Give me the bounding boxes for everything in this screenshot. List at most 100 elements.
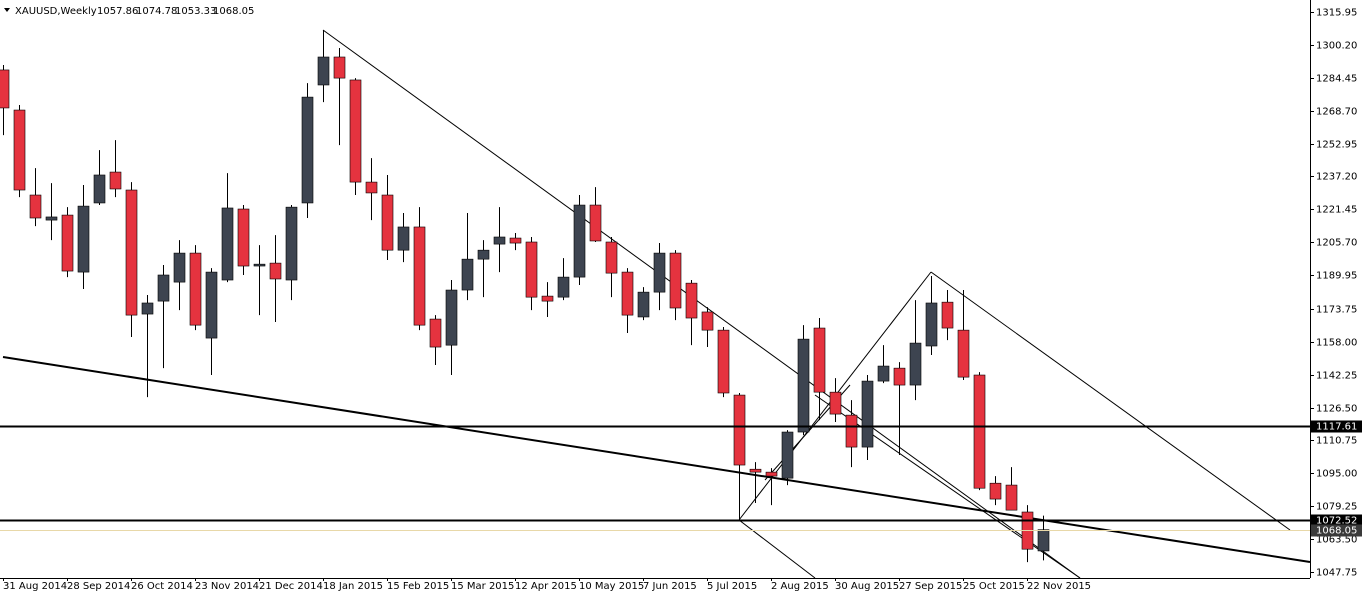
price-label-box — [1311, 524, 1362, 537]
candle-body — [669, 252, 682, 309]
candle-body — [621, 271, 634, 316]
candle-body — [381, 194, 394, 251]
candle-body — [509, 237, 522, 244]
candle-body — [45, 216, 58, 221]
candle-body — [701, 311, 714, 331]
candle-body — [285, 206, 298, 281]
candle-body — [829, 391, 842, 415]
x-tick-label: 22 Nov 2015 — [1027, 581, 1091, 592]
candle-body — [365, 181, 378, 194]
candle-body — [301, 96, 314, 204]
x-tick-label: 26 Oct 2014 — [131, 581, 193, 592]
candle-body — [429, 318, 442, 348]
candle-body — [813, 327, 826, 393]
trendline — [738, 519, 816, 579]
y-tick-label: 1315.95 — [1316, 8, 1357, 19]
x-tick-label: 27 Sep 2015 — [899, 581, 962, 592]
x-tick-label: 21 Dec 2014 — [259, 581, 323, 592]
candle-body — [477, 249, 490, 260]
candle-body — [1037, 529, 1050, 552]
x-tick-label: 5 Jul 2015 — [707, 581, 757, 592]
y-tick-label: 1205.70 — [1316, 238, 1357, 249]
candles — [0, 30, 1050, 563]
y-tick-label: 1252.95 — [1316, 140, 1357, 151]
candle-body — [525, 241, 538, 298]
x-tick-label: 15 Mar 2015 — [451, 581, 514, 592]
header-low: 1053.33 — [175, 6, 216, 17]
y-tick-label: 1158.00 — [1316, 338, 1357, 349]
candle-body — [1005, 484, 1018, 511]
candle-body — [237, 208, 250, 267]
y-tick-label: 1300.20 — [1316, 41, 1357, 52]
candle-body — [141, 302, 154, 315]
candle-body — [797, 338, 810, 433]
candle-body — [205, 271, 218, 339]
candle-body — [61, 214, 74, 272]
candle-body — [93, 174, 106, 204]
price-label-box — [1311, 514, 1362, 527]
candle-body — [589, 204, 602, 242]
candle-body — [0, 69, 10, 109]
candle-body — [685, 282, 698, 319]
x-tick-label: 7 Jun 2015 — [643, 581, 697, 592]
trendline — [322, 29, 1081, 579]
candle-body — [253, 263, 266, 267]
candle-body — [493, 236, 506, 245]
candle-body — [349, 79, 362, 183]
candle-body — [29, 194, 42, 219]
x-tick-label: 31 Aug 2014 — [3, 581, 67, 592]
candle-body — [173, 252, 186, 283]
header-close: 1068.05 — [213, 6, 254, 17]
candle-body — [733, 394, 746, 466]
candle-body — [941, 301, 954, 329]
header-open: 1057.86 — [97, 6, 138, 17]
candle-body — [317, 56, 330, 86]
candle-body — [189, 252, 202, 326]
x-tick-label: 23 Nov 2014 — [195, 581, 259, 592]
price-label: 1117.61 — [1316, 422, 1357, 433]
x-tick-label: 28 Sep 2014 — [67, 581, 130, 592]
candle-body — [909, 342, 922, 386]
candle-body — [973, 374, 986, 489]
candle-body — [749, 468, 762, 473]
candle-body — [989, 482, 1002, 500]
y-tick-label: 1126.50 — [1316, 404, 1357, 415]
candle-body — [637, 291, 650, 318]
y-tick-label: 1142.25 — [1316, 371, 1357, 382]
y-tick-label: 1095.00 — [1316, 469, 1357, 480]
candle-body — [461, 258, 474, 291]
x-tick-label: 18 Jan 2015 — [323, 581, 383, 592]
price-label: 1068.05 — [1316, 526, 1357, 537]
x-tick-label: 2 Aug 2015 — [771, 581, 829, 592]
y-tick-label: 1173.75 — [1316, 305, 1357, 316]
y-tick-label: 1063.50 — [1316, 535, 1357, 546]
candle-body — [893, 367, 906, 386]
x-tick-label: 25 Oct 2015 — [963, 581, 1025, 592]
candle-body — [541, 295, 554, 302]
x-tick-label: 12 Apr 2015 — [515, 581, 577, 592]
y-tick-label: 1079.25 — [1316, 502, 1357, 513]
x-tick-label: 10 May 2015 — [579, 581, 644, 592]
candle-body — [221, 207, 234, 281]
y-tick-label: 1221.45 — [1316, 205, 1357, 216]
candle-body — [765, 471, 778, 477]
candle-body — [13, 109, 26, 191]
candle-body — [397, 226, 410, 251]
trendline — [2, 356, 1311, 563]
candle-body — [109, 171, 122, 190]
y-tick-label: 1110.75 — [1316, 436, 1357, 447]
candle-body — [445, 289, 458, 346]
price-label: 1072.52 — [1316, 516, 1357, 527]
candle-body — [77, 205, 90, 273]
y-tick-label: 1189.95 — [1316, 271, 1357, 282]
y-tick-label: 1284.45 — [1316, 74, 1357, 85]
header-high: 1074.78 — [136, 6, 177, 17]
candle-body — [125, 189, 138, 316]
candle-body — [957, 329, 970, 378]
candle-body — [845, 414, 858, 448]
candle-body — [781, 431, 794, 479]
price-label-box — [1311, 420, 1362, 433]
candle-body — [605, 241, 618, 274]
candle-body — [925, 302, 938, 347]
